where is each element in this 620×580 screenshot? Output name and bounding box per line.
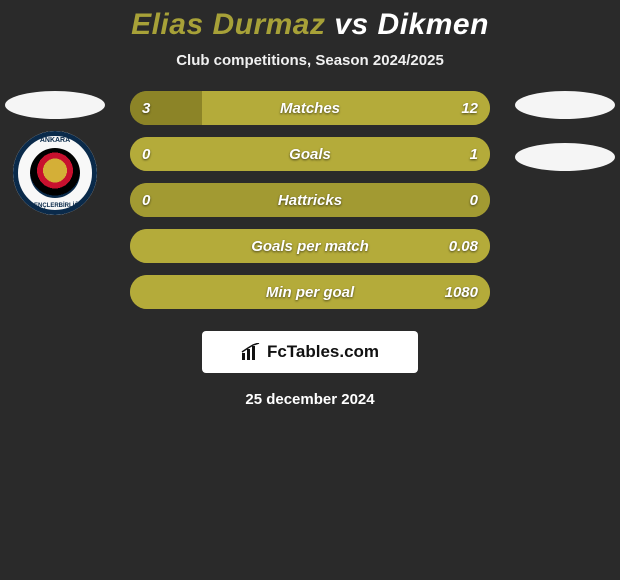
stat-label: Min per goal — [266, 284, 354, 301]
stat-value-left: 0 — [142, 192, 150, 209]
stat-bar-goals-per-match: Goals per match 0.08 — [130, 229, 490, 263]
club-logo-inner — [30, 148, 80, 198]
stat-label: Hattricks — [278, 192, 342, 209]
stat-value-right: 0.08 — [449, 238, 478, 255]
bar-seg-right — [202, 91, 490, 125]
stat-label: Goals per match — [251, 238, 369, 255]
chart-icon — [241, 343, 261, 361]
club-logo-text-top: ANKARA — [40, 137, 70, 144]
club-logo-left: ANKARA GENÇLERBİRLİĞİ — [13, 131, 97, 215]
date-text: 25 december 2024 — [0, 391, 620, 408]
attribution-text: FcTables.com — [267, 342, 379, 362]
stat-label: Goals — [289, 146, 331, 163]
attribution-box: FcTables.com — [202, 331, 418, 373]
stat-bar-hattricks: 0 Hattricks 0 — [130, 183, 490, 217]
stat-value-left: 0 — [142, 146, 150, 163]
stat-value-right: 1 — [470, 146, 478, 163]
player-right-placeholder — [515, 91, 615, 119]
stat-bar-min-per-goal: Min per goal 1080 — [130, 275, 490, 309]
page-title: Elias Durmaz vs Dikmen — [0, 8, 620, 42]
title-right: vs Dikmen — [334, 8, 489, 41]
right-column — [510, 91, 620, 171]
title-left: Elias Durmaz — [131, 8, 334, 41]
stat-value-left: 3 — [142, 100, 150, 117]
player-left-placeholder — [5, 91, 105, 119]
bar-seg-left — [130, 91, 202, 125]
club-right-placeholder — [515, 143, 615, 171]
stat-bars: 3 Matches 12 0 Goals 1 0 Hattricks 0 Goals per ma… — [130, 91, 490, 309]
stat-bar-goals: 0 Goals 1 — [130, 137, 490, 171]
club-logo-text-bottom: GENÇLERBİRLİĞİ — [29, 203, 80, 209]
stat-value-right: 1080 — [445, 284, 478, 301]
stat-value-right: 12 — [461, 100, 478, 117]
stat-bar-matches: 3 Matches 12 — [130, 91, 490, 125]
left-column: ANKARA GENÇLERBİRLİĞİ — [0, 91, 110, 215]
stat-value-right: 0 — [470, 192, 478, 209]
subtitle: Club competitions, Season 2024/2025 — [0, 52, 620, 69]
stats-area: ANKARA GENÇLERBİRLİĞİ 3Matches120Goals10… — [0, 91, 620, 309]
stat-label: Matches — [280, 100, 340, 117]
